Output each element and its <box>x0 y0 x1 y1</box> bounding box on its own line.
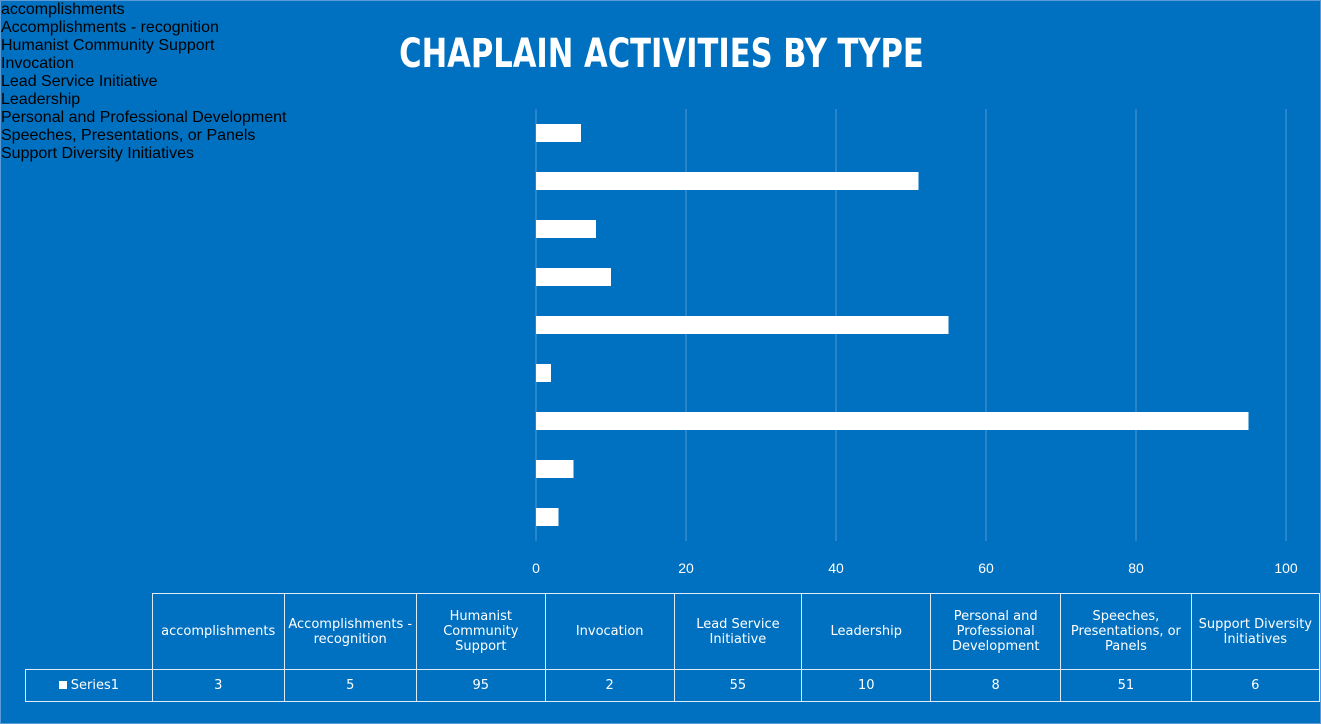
bar <box>536 460 574 478</box>
column-header: Support Diversity Initiatives <box>1190 593 1320 670</box>
legend-cell: Series1 <box>25 669 153 702</box>
bar <box>536 412 1249 430</box>
x-tick-label: 100 <box>1274 560 1298 576</box>
bar <box>536 172 919 190</box>
cell: 8 <box>930 669 1062 702</box>
cell: 2 <box>544 669 675 702</box>
cell: 51 <box>1060 669 1192 702</box>
cell: 6 <box>1190 669 1320 702</box>
y-tick-label: Speeches, Presentations, or Panels <box>1 127 256 144</box>
legend-key <box>58 681 67 689</box>
column-header: Leadership <box>801 593 932 670</box>
y-tick-label: Invocation <box>1 55 74 72</box>
table-row: Series1 3 5 95 2 55 10 8 51 6 <box>25 669 1320 702</box>
column-header: Humanist Community Support <box>415 593 546 670</box>
y-tick-label: accomplishments <box>1 1 125 18</box>
column-header: Lead Service Initiative <box>673 593 803 670</box>
y-tick-label: Leadership <box>1 91 81 108</box>
x-tick-label: 40 <box>828 560 844 576</box>
cell: 5 <box>283 669 417 702</box>
column-header: Speeches, Presentations, or Panels <box>1060 593 1192 670</box>
y-tick-label: Lead Service Initiative <box>1 73 158 90</box>
y-tick-label: Accomplishments - recognition <box>1 19 219 36</box>
legend-label: Series1 <box>70 678 119 693</box>
cell: 55 <box>673 669 803 702</box>
y-tick-label: Support Diversity Initiatives <box>1 145 194 162</box>
cell <box>25 593 153 670</box>
data-table: accomplishments Accomplishments - recogni… <box>25 593 1320 702</box>
bar <box>536 364 551 382</box>
x-tick-label: 0 <box>532 560 540 576</box>
chart-title: CHAPLAIN ACTIVITIES BY TYPE <box>399 31 924 77</box>
cell: 10 <box>801 669 932 702</box>
cell: 3 <box>151 669 285 702</box>
column-header: Personal and Professional Development <box>930 593 1062 670</box>
y-tick-label: Personal and Professional Development <box>1 109 287 126</box>
bar <box>536 268 611 286</box>
bar <box>536 508 559 526</box>
y-tick-label: Humanist Community Support <box>1 37 215 54</box>
bar <box>536 124 581 142</box>
column-header: accomplishments <box>151 593 285 670</box>
bar <box>536 220 596 238</box>
x-tick-label: 80 <box>1128 560 1144 576</box>
column-header: Accomplishments - recognition <box>283 593 417 670</box>
x-tick-label: 20 <box>678 560 694 576</box>
column-header: Invocation <box>544 593 675 670</box>
table-header: accomplishments Accomplishments - recogni… <box>25 593 1320 670</box>
cell: 95 <box>415 669 546 702</box>
bar <box>536 316 949 334</box>
x-tick-label: 60 <box>978 560 994 576</box>
